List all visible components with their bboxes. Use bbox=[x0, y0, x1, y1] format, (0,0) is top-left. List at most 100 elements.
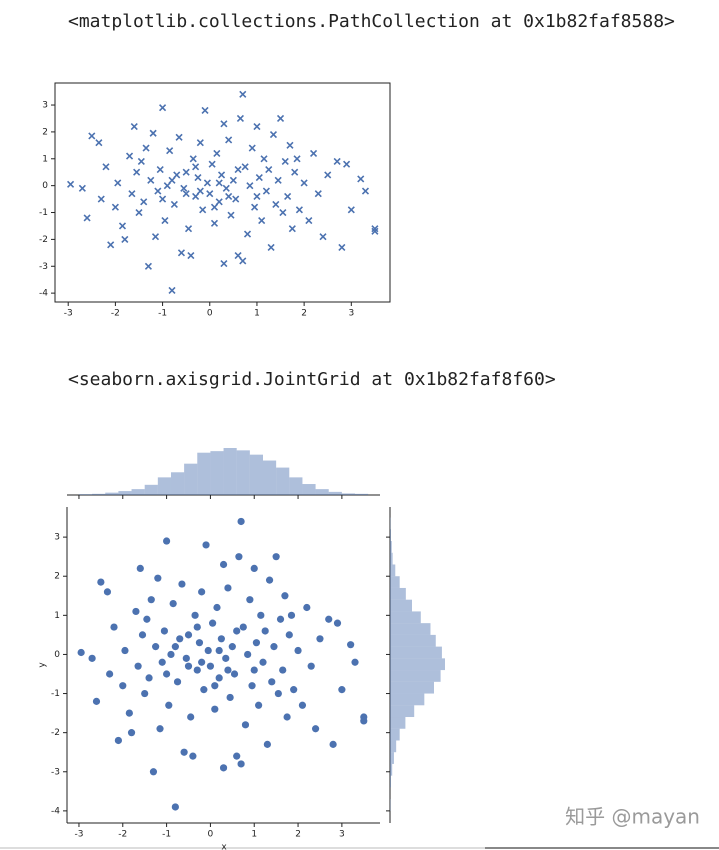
hist-bar bbox=[341, 493, 356, 495]
point bbox=[132, 607, 140, 616]
plot-frame bbox=[54, 82, 391, 303]
point bbox=[169, 599, 177, 608]
hist-bar bbox=[390, 552, 393, 565]
point bbox=[314, 190, 322, 198]
point bbox=[230, 670, 239, 678]
point bbox=[171, 643, 179, 651]
hist-bar bbox=[236, 450, 250, 495]
point bbox=[143, 615, 151, 623]
y-tick-label: 0 bbox=[54, 650, 60, 660]
point bbox=[200, 686, 208, 694]
point bbox=[272, 553, 280, 561]
point bbox=[243, 230, 252, 238]
hist-bar bbox=[390, 541, 392, 553]
point bbox=[83, 214, 91, 222]
point bbox=[110, 623, 118, 631]
point bbox=[125, 152, 134, 160]
point bbox=[149, 129, 157, 137]
point bbox=[106, 670, 114, 678]
point bbox=[194, 174, 202, 182]
point bbox=[298, 701, 307, 709]
y-tick-label: -4 bbox=[39, 289, 48, 299]
point bbox=[220, 120, 228, 128]
point bbox=[88, 654, 96, 662]
point bbox=[171, 803, 179, 811]
point bbox=[239, 90, 247, 98]
point bbox=[225, 192, 233, 200]
point bbox=[215, 198, 223, 206]
point bbox=[161, 217, 169, 225]
point bbox=[319, 233, 327, 241]
point bbox=[210, 203, 219, 211]
hist-bar bbox=[390, 646, 442, 659]
x-tick-label: -1 bbox=[158, 309, 167, 319]
point bbox=[305, 217, 313, 225]
point bbox=[371, 227, 379, 235]
point bbox=[114, 736, 122, 745]
point bbox=[187, 251, 195, 260]
point bbox=[246, 182, 254, 190]
x-tick-label: -2 bbox=[111, 309, 120, 319]
scatter-chart: <matplotlib.collections.PathCollection a… bbox=[39, 11, 675, 319]
x-tick-label: 2 bbox=[295, 830, 301, 840]
hist-bar bbox=[263, 460, 277, 495]
point bbox=[138, 631, 147, 639]
point bbox=[291, 168, 299, 176]
point bbox=[279, 666, 287, 674]
point bbox=[333, 157, 341, 166]
joint-grid: <seaborn.axisgrid.JointGrid at 0x1b82faf… bbox=[38, 369, 556, 850]
y-tick-label: 2 bbox=[54, 572, 60, 582]
point bbox=[97, 578, 105, 586]
point bbox=[283, 713, 291, 721]
x-tick-label: 0 bbox=[208, 830, 214, 840]
point bbox=[255, 174, 263, 182]
point bbox=[211, 682, 219, 690]
point bbox=[329, 740, 337, 748]
hist-bar bbox=[78, 494, 93, 495]
point bbox=[211, 705, 219, 713]
hist-bar bbox=[390, 705, 415, 718]
point bbox=[189, 752, 197, 760]
point bbox=[248, 144, 256, 152]
hist-bar bbox=[390, 529, 391, 542]
point bbox=[250, 564, 258, 573]
point bbox=[251, 203, 259, 211]
point bbox=[202, 541, 210, 549]
point bbox=[182, 654, 190, 662]
point bbox=[121, 235, 129, 243]
point bbox=[206, 662, 215, 670]
hist-bar bbox=[249, 454, 263, 495]
output-repr: <seaborn.axisgrid.JointGrid at 0x1b82faf… bbox=[68, 369, 556, 390]
x-tick-label: 3 bbox=[348, 309, 354, 319]
point bbox=[263, 740, 271, 748]
hist-bar bbox=[315, 489, 329, 495]
point bbox=[295, 206, 303, 214]
hist-bar bbox=[390, 728, 400, 741]
point bbox=[311, 725, 320, 733]
point bbox=[255, 701, 263, 709]
point bbox=[252, 639, 261, 647]
point bbox=[204, 646, 212, 655]
point bbox=[162, 537, 171, 545]
point bbox=[195, 639, 204, 647]
point bbox=[213, 603, 221, 612]
point bbox=[260, 155, 268, 163]
point bbox=[338, 686, 346, 694]
point bbox=[225, 136, 233, 144]
point bbox=[144, 262, 152, 270]
point bbox=[303, 603, 311, 612]
point bbox=[111, 203, 119, 211]
point bbox=[360, 717, 368, 725]
point bbox=[180, 748, 188, 756]
hist-bar bbox=[170, 472, 185, 495]
point bbox=[253, 192, 261, 200]
point bbox=[193, 623, 201, 631]
point bbox=[232, 195, 240, 203]
point bbox=[147, 176, 155, 184]
point bbox=[103, 588, 112, 596]
x-tick-label: 0 bbox=[207, 309, 213, 319]
hist-bar bbox=[390, 587, 406, 600]
point bbox=[259, 658, 267, 666]
